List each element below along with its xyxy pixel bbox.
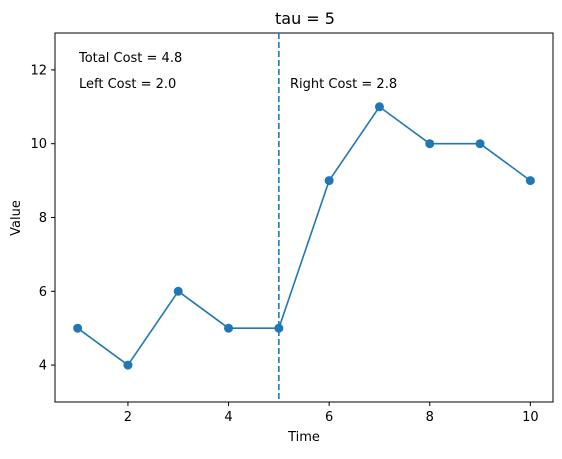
x-axis-label: Time: [287, 430, 320, 445]
data-point: [324, 176, 334, 186]
data-point: [425, 139, 435, 149]
x-tick-label: 4: [224, 410, 232, 425]
data-point: [224, 323, 234, 333]
x-tick-label: 6: [325, 410, 333, 425]
data-point: [73, 323, 83, 333]
y-tick-label: 12: [30, 63, 47, 78]
y-tick-label: 10: [30, 137, 47, 152]
data-point: [173, 286, 183, 296]
data-point: [374, 102, 384, 112]
left-cost-label: Left Cost = 2.0: [79, 77, 176, 92]
y-tick-label: 6: [39, 285, 47, 300]
data-point: [525, 176, 535, 186]
series-line: [77, 106, 531, 366]
y-tick-label: 8: [39, 211, 47, 226]
x-tick-label: 2: [124, 410, 132, 425]
data-point: [475, 139, 485, 149]
y-axis-label: Value: [9, 200, 24, 236]
x-tick-label: 8: [426, 410, 434, 425]
chart-title: tau = 5: [275, 9, 335, 28]
data-point: [274, 323, 284, 333]
right-cost-label: Right Cost = 2.8: [290, 77, 397, 92]
x-axis: 2 4 6 8 10: [124, 402, 539, 425]
y-tick-label: 4: [39, 359, 47, 374]
data-point: [123, 360, 133, 370]
y-axis: 4 6 8 10 12: [30, 63, 55, 374]
total-cost-label: Total Cost = 4.8: [78, 51, 182, 66]
series-group: [73, 102, 535, 370]
x-tick-label: 10: [522, 410, 539, 425]
